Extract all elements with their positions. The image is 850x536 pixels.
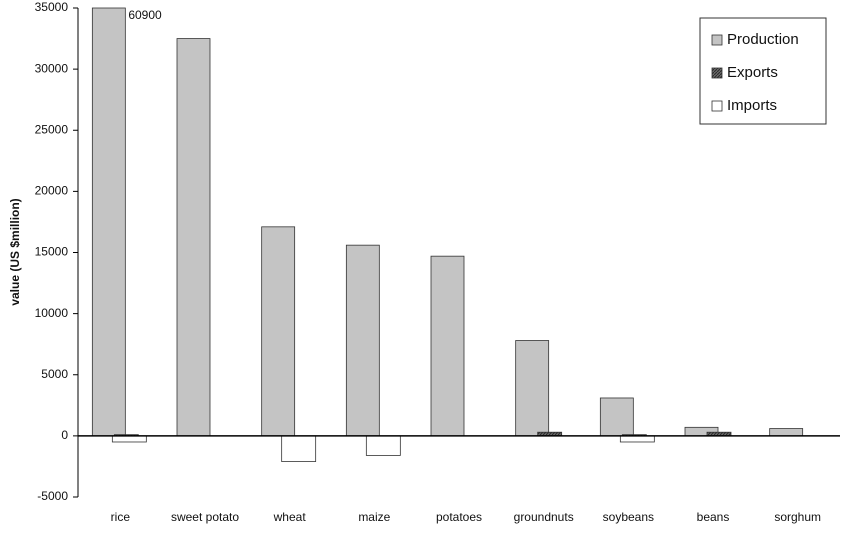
legend-swatch xyxy=(711,67,723,79)
y-tick-label: 20000 xyxy=(35,184,69,198)
y-tick-label: 10000 xyxy=(35,306,69,320)
y-axis-label: value (US $million) xyxy=(8,198,22,305)
bar xyxy=(599,397,634,437)
x-tick-label: maize xyxy=(358,510,390,524)
bar xyxy=(345,244,380,437)
x-tick-label: groundnuts xyxy=(514,510,574,524)
bar xyxy=(176,38,211,437)
x-tick-label: potatoes xyxy=(436,510,482,524)
y-tick-label: -5000 xyxy=(37,489,68,503)
legend-label: Imports xyxy=(727,97,777,114)
bar xyxy=(365,435,401,456)
bar xyxy=(91,7,126,437)
bar xyxy=(769,428,804,437)
bar xyxy=(619,435,655,443)
bar xyxy=(515,340,550,437)
y-tick-label: 30000 xyxy=(35,61,69,75)
x-tick-label: wheat xyxy=(273,510,307,524)
x-tick-label: sweet potato xyxy=(171,510,239,524)
legend-swatch xyxy=(711,34,723,46)
y-tick-label: 0 xyxy=(61,428,68,442)
bar xyxy=(430,255,465,437)
x-tick-label: beans xyxy=(697,510,730,524)
value-label: 60900 xyxy=(128,8,162,22)
x-tick-label: soybeans xyxy=(603,510,654,524)
legend-swatch xyxy=(711,100,723,112)
y-tick-label: 25000 xyxy=(35,122,69,136)
y-tick-label: 35000 xyxy=(35,0,69,14)
y-tick-label: 5000 xyxy=(41,367,68,381)
y-tick-label: 15000 xyxy=(35,245,69,259)
bar xyxy=(111,435,147,443)
bar xyxy=(281,435,317,462)
legend-label: Production xyxy=(727,31,799,48)
x-tick-label: sorghum xyxy=(774,510,821,524)
x-tick-label: rice xyxy=(111,510,131,524)
legend-label: Exports xyxy=(727,64,778,81)
bar xyxy=(261,226,296,437)
